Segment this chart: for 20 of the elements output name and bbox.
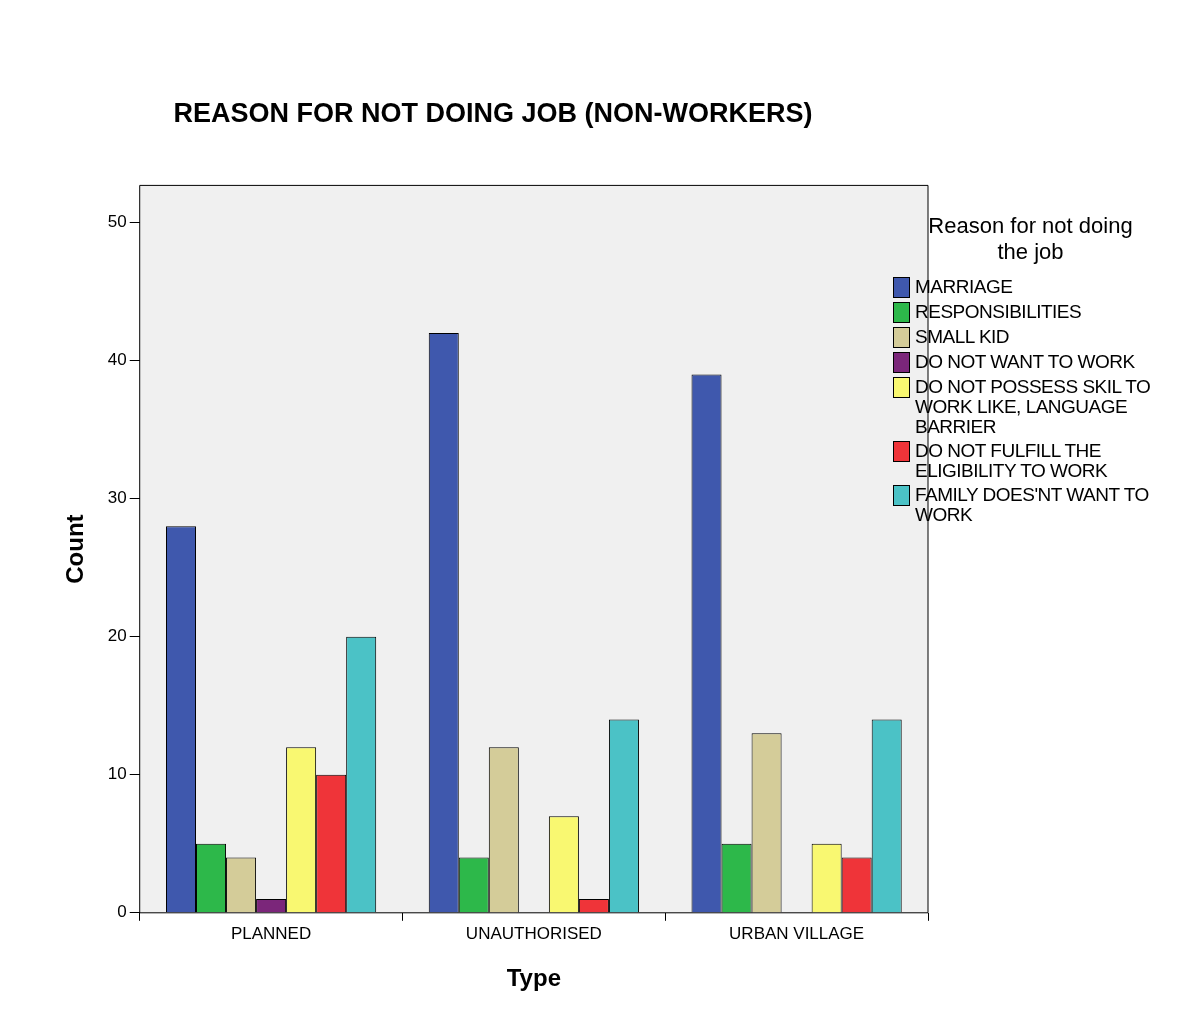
legend-label: FAMILY DOES'NT WANT TO WORK [915, 484, 1150, 525]
legend-label: RESPONSIBILITIES [915, 301, 1082, 322]
y-tick-label: 40 [107, 350, 127, 370]
legend-title: Reason for not doing the job [927, 213, 1134, 265]
y-tick-label: 30 [107, 488, 127, 508]
x-tick-label: PLANNED [230, 923, 312, 943]
x-tick-label: UNAUTHORISED [465, 923, 602, 943]
y-tick-label: 0 [117, 902, 127, 922]
legend-label: DO NOT WANT TO WORK [915, 351, 1135, 372]
y-axis-title: Count [61, 514, 89, 584]
x-tick-label: URBAN VILLAGE [729, 923, 865, 943]
legend-label: SMALL KID [915, 326, 1010, 347]
y-tick-label: 50 [107, 212, 127, 232]
legend-label: DO NOT FULFILL THE ELIGIBILITY TO WORK [915, 440, 1109, 481]
x-axis-title: Type [506, 964, 561, 992]
chart-title: REASON FOR NOT DOING JOB (NON-WORKERS) [173, 97, 813, 128]
legend-label: DO NOT POSSESS SKIL TO WORK LIKE, LANGUAGE BARRIER [915, 376, 1152, 437]
legend-label: MARRIAGE [915, 276, 1013, 297]
y-tick-label: 20 [107, 626, 127, 646]
y-tick-label: 10 [107, 764, 127, 784]
